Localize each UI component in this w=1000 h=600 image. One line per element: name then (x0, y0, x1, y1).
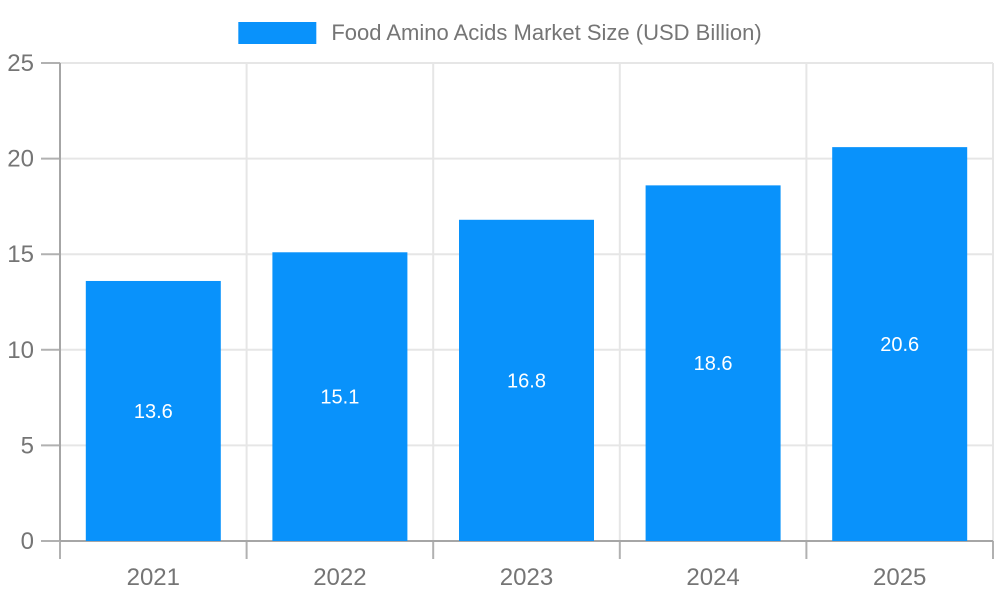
bar-value-label: 20.6 (880, 334, 919, 356)
bar-value-label: 13.6 (134, 401, 173, 423)
bar[interactable] (645, 185, 781, 542)
x-tick-label: 2023 (500, 564, 553, 591)
bar[interactable] (85, 280, 221, 541)
bar[interactable] (832, 147, 968, 542)
x-tick-label: 2022 (313, 564, 366, 591)
x-tick-label: 2024 (686, 564, 739, 591)
legend-swatch (238, 22, 317, 44)
y-tick-label: 20 (7, 146, 34, 173)
legend[interactable]: Food Amino Acids Market Size (USD Billio… (238, 20, 762, 46)
bar-value-label: 15.1 (320, 387, 359, 409)
bar-value-label: 18.6 (694, 353, 733, 375)
bar[interactable] (272, 252, 408, 541)
y-tick-label: 15 (7, 241, 34, 268)
bar[interactable] (459, 219, 594, 541)
legend-label: Food Amino Acids Market Size (USD Billio… (331, 20, 762, 45)
bar-value-label: 16.8 (507, 370, 546, 392)
y-tick-label: 5 (21, 432, 34, 459)
y-tick-label: 10 (7, 337, 34, 364)
y-tick-label: 25 (7, 50, 34, 77)
x-tick-label: 2025 (873, 564, 926, 591)
x-tick-label: 2021 (127, 564, 180, 591)
y-tick-label: 0 (21, 528, 34, 555)
